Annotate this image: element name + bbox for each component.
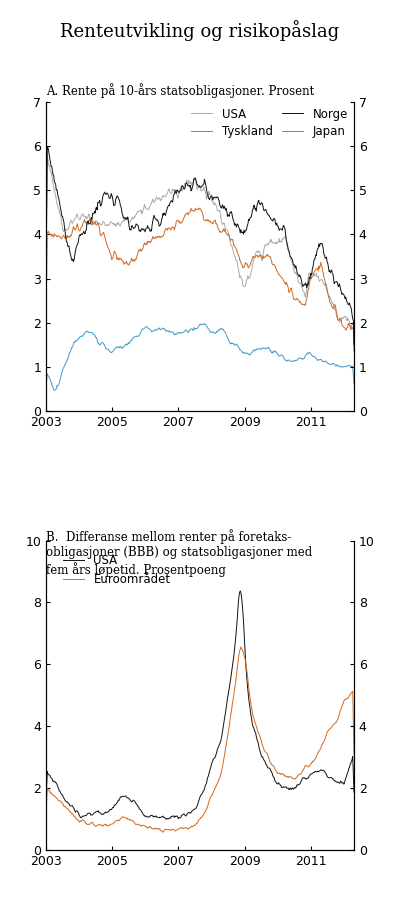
Legend: USA, Euroområdet: USA, Euroområdet — [58, 550, 175, 590]
USA — [130, 795, 135, 806]
Tyskland — [130, 256, 135, 267]
Tyskland — [309, 274, 314, 285]
USA — [218, 736, 223, 748]
USA — [352, 341, 356, 352]
Japan — [310, 349, 314, 360]
Japan — [148, 323, 152, 334]
Text: A. Rente på 10-års statsobligasjoner. Prosent: A. Rente på 10-års statsobligasjoner. Pr… — [46, 83, 314, 98]
Japan — [234, 338, 239, 349]
USA — [267, 762, 272, 773]
Line: Euroområdet: Euroområdet — [46, 647, 354, 832]
USA — [131, 213, 136, 224]
Euroområdet — [44, 808, 48, 819]
Tyskland — [196, 202, 201, 213]
Japan — [267, 343, 272, 354]
USA — [233, 254, 238, 265]
Japan — [52, 384, 57, 395]
Norge — [131, 223, 136, 234]
USA — [238, 586, 243, 597]
Line: USA: USA — [46, 155, 354, 346]
Euroområdet — [352, 748, 356, 760]
Euroområdet — [310, 758, 314, 769]
Norge — [44, 273, 48, 284]
Line: Tyskland: Tyskland — [46, 208, 354, 351]
Norge — [218, 201, 223, 212]
Legend: USA, Tyskland, Norge, Japan: USA, Tyskland, Norge, Japan — [191, 107, 348, 139]
Norge — [266, 210, 271, 221]
Tyskland — [44, 316, 48, 327]
Norge — [233, 219, 238, 230]
Text: B.  Differanse mellom renter på foretaks-
obligasjoner (BBB) og statsobligasjone: B. Differanse mellom renter på foretaks-… — [46, 529, 312, 577]
Tyskland — [233, 242, 238, 253]
Norge — [148, 225, 152, 237]
Japan — [131, 333, 136, 344]
Euroområdet — [160, 826, 165, 837]
Tyskland — [266, 250, 271, 261]
Norge — [352, 339, 356, 350]
Text: Renteutvikling og risikopåslag: Renteutvikling og risikopåslag — [60, 20, 340, 42]
USA — [44, 796, 48, 808]
Line: USA: USA — [46, 591, 354, 820]
USA — [310, 768, 314, 779]
USA — [45, 150, 50, 161]
USA — [352, 786, 356, 797]
Japan — [352, 378, 356, 389]
Japan — [202, 318, 207, 329]
USA — [218, 209, 223, 220]
Japan — [219, 322, 224, 334]
Euroområdet — [267, 753, 272, 764]
USA — [266, 239, 271, 250]
Japan — [44, 383, 48, 394]
USA — [148, 201, 152, 212]
Euroområdet — [238, 641, 243, 652]
USA — [164, 814, 168, 825]
Tyskland — [352, 346, 356, 357]
USA — [309, 273, 314, 284]
Euroområdet — [147, 821, 152, 833]
Euroområdet — [130, 816, 135, 827]
Norge — [309, 270, 314, 281]
USA — [147, 811, 152, 822]
Euroområdet — [233, 675, 238, 687]
USA — [44, 274, 48, 286]
Line: Norge: Norge — [46, 147, 354, 345]
Tyskland — [147, 236, 152, 247]
USA — [233, 631, 238, 642]
Norge — [45, 141, 50, 152]
Euroområdet — [218, 770, 223, 781]
Line: Japan: Japan — [46, 323, 354, 390]
Tyskland — [218, 226, 223, 237]
